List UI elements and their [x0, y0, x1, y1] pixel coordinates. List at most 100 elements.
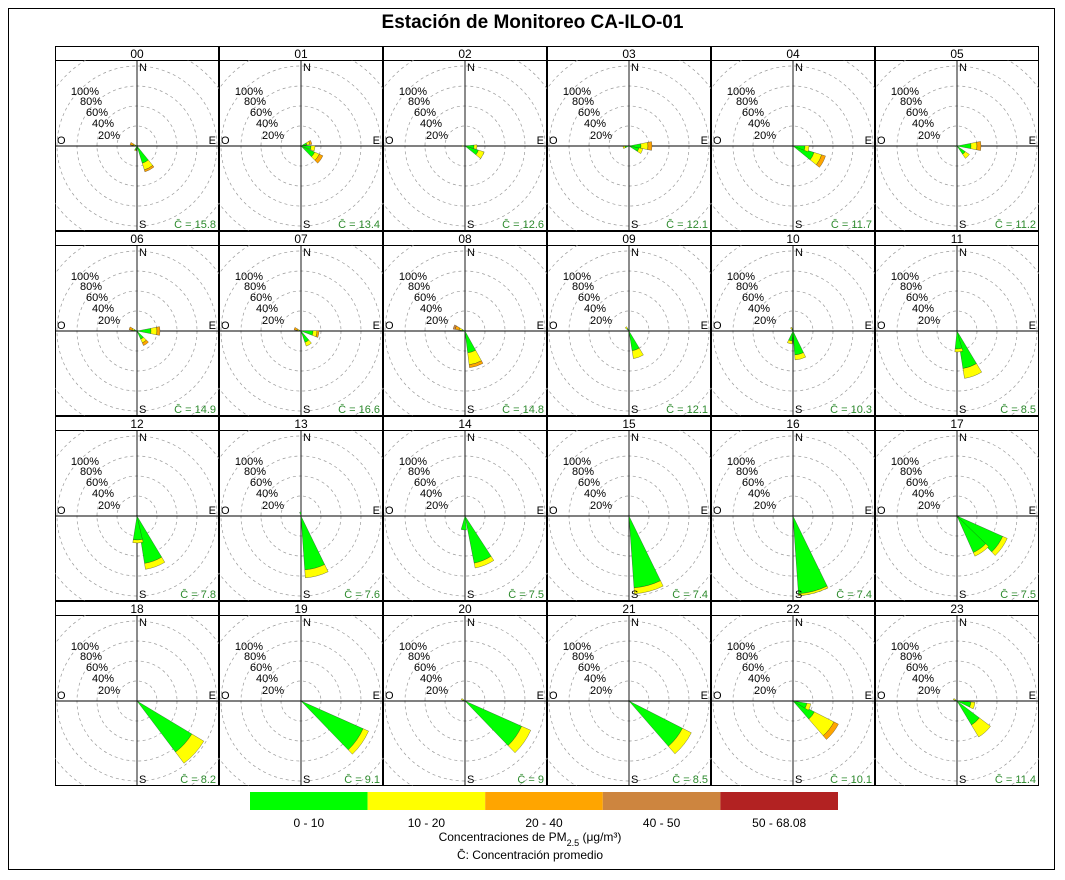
panel-hour-label: 16	[786, 417, 800, 431]
compass-o: O	[877, 320, 886, 332]
ring-label-80pct: 80%	[244, 651, 266, 663]
petal-150-bin-1	[304, 339, 312, 347]
ring-label-40pct: 40%	[420, 673, 442, 685]
compass-e: E	[373, 320, 380, 332]
panel-hour-label: 23	[950, 602, 964, 616]
panel-mean-label: C̄ = 7.5	[1000, 588, 1036, 601]
petal-350-bin-0	[299, 511, 302, 517]
ring-label-100pct: 100%	[891, 86, 919, 98]
ring-label-60pct: 60%	[86, 662, 108, 674]
petal-118-bin-2	[816, 154, 826, 168]
panel-mean-label: C̄ = 11.4	[995, 773, 1036, 786]
petal-158-bin-0	[464, 515, 492, 564]
ring-label-80pct: 80%	[80, 281, 102, 293]
panel-hour-22: 22N S E O 100%80%60%40%20% C̄ = 10.1	[711, 601, 875, 786]
petal-185-bin-0	[460, 515, 467, 531]
compass-n: N	[303, 62, 311, 74]
ring-label-40pct: 40%	[92, 118, 114, 130]
compass-e: E	[865, 690, 872, 702]
petal-195-bin-1	[787, 339, 793, 345]
panel-hour-04: 04N S E O 100%80%60%40%20% C̄ = 11.7	[711, 46, 875, 231]
ring-label-100pct: 100%	[71, 456, 99, 468]
compass-s: S	[303, 589, 310, 601]
ring-label-60pct: 60%	[414, 477, 436, 489]
ring-label-100pct: 100%	[727, 456, 755, 468]
panel-mean-label: C̄ = 12.1	[666, 218, 708, 231]
compass-n: N	[631, 62, 639, 74]
panel-hour-label: 18	[130, 602, 144, 616]
compass-e: E	[865, 505, 872, 517]
ring-label-40pct: 40%	[92, 488, 114, 500]
ring-label-100pct: 100%	[235, 86, 263, 98]
ring-label-40pct: 40%	[912, 303, 934, 315]
compass-n: N	[631, 247, 639, 259]
compass-o: O	[713, 505, 722, 517]
panel-mean-label: C̄ = 14.8	[502, 403, 544, 416]
ring-label-60pct: 60%	[742, 477, 764, 489]
petal-70-bin-0	[300, 142, 308, 147]
ring-label-60pct: 60%	[86, 477, 108, 489]
ring-label-60pct: 60%	[742, 107, 764, 119]
compass-o: O	[57, 505, 66, 517]
compass-o: O	[385, 505, 394, 517]
ring-label-60pct: 60%	[578, 477, 600, 489]
panel-mean-label: C̄ = 11.7	[831, 218, 872, 231]
compass-e: E	[209, 690, 216, 702]
petal-290-bin-2	[129, 142, 134, 146]
ring-label-80pct: 80%	[244, 281, 266, 293]
ring-label-100pct: 100%	[891, 641, 919, 653]
ring-label-20pct: 20%	[426, 315, 448, 327]
ring-label-20pct: 20%	[754, 315, 776, 327]
ring-label-80pct: 80%	[572, 96, 594, 108]
panel-hour-17: 17N S E O 100%80%60%40%20% C̄ = 7.5	[875, 416, 1039, 601]
compass-s: S	[303, 404, 310, 416]
petal-132-bin-1	[175, 733, 205, 764]
ring-label-40pct: 40%	[256, 303, 278, 315]
panel-mean-label: C̄ = 16.6	[338, 403, 380, 416]
compass-o: O	[549, 690, 558, 702]
ring-label-40pct: 40%	[748, 118, 770, 130]
compass-n: N	[467, 432, 475, 444]
compass-e: E	[1029, 320, 1036, 332]
ring-label-80pct: 80%	[244, 466, 266, 478]
petal-165-bin-1	[304, 564, 329, 579]
ring-label-40pct: 40%	[912, 118, 934, 130]
ring-label-80pct: 80%	[900, 466, 922, 478]
petal-160-bin-1	[631, 347, 644, 359]
petal-135-bin-1	[962, 151, 970, 159]
petal-160-bin-1	[962, 363, 982, 379]
petal-145-bin-2	[142, 339, 149, 346]
ring-label-60pct: 60%	[414, 292, 436, 304]
ring-label-80pct: 80%	[408, 466, 430, 478]
panel-hour-label: 01	[294, 47, 308, 61]
panel-hour-03: 03N S E O 100%80%60%40%20% C̄ = 12.1	[547, 46, 711, 231]
compass-s: S	[959, 219, 966, 231]
panel-mean-label: C̄ = 9.1	[344, 773, 380, 786]
ring-label-20pct: 20%	[590, 315, 612, 327]
compass-s: S	[959, 404, 966, 416]
ring-label-20pct: 20%	[918, 500, 940, 512]
panel-hour-11: 11N S E O 100%80%60%40%20% C̄ = 8.5	[875, 231, 1039, 416]
panel-mean-label: C̄ = 12.1	[666, 403, 708, 416]
petal-95-bin-1	[473, 144, 478, 150]
petal-160-bin-0	[628, 330, 640, 351]
panel-hour-09: 09N S E O 100%80%60%40%20% C̄ = 12.1	[547, 231, 711, 416]
panel-hour-07: 07N S E O 100%80%60%40%20% C̄ = 16.6	[219, 231, 383, 416]
panel-hour-12: 12N S E O 100%80%60%40%20% C̄ = 7.8	[55, 416, 219, 601]
compass-o: O	[877, 690, 886, 702]
petal-110-bin-1	[804, 703, 811, 711]
compass-e: E	[209, 135, 216, 147]
petal-138-bin-1	[971, 717, 991, 738]
ring-label-40pct: 40%	[748, 673, 770, 685]
petal-165-bin-0	[300, 515, 325, 571]
compass-e: E	[373, 135, 380, 147]
panel-mean-label: C̄ = 10.3	[830, 403, 872, 416]
petal-195-bin-0	[788, 330, 794, 342]
petal-158-bin-1	[473, 556, 495, 569]
ring-label-100pct: 100%	[235, 271, 263, 283]
panel-mean-label: C̄ = 12.6	[502, 218, 544, 231]
compass-n: N	[959, 617, 967, 629]
ring-label-20pct: 20%	[262, 130, 284, 142]
ring-label-100pct: 100%	[563, 86, 591, 98]
petal-125-bin-1	[991, 536, 1008, 556]
